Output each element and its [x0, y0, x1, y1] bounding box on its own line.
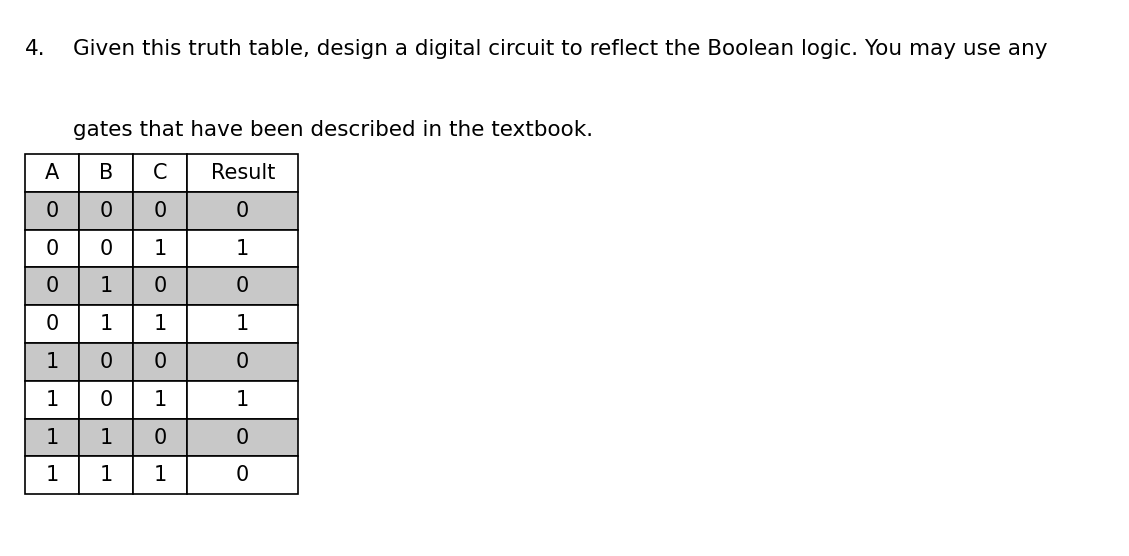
Bar: [25, 381, 79, 419]
Bar: [187, 230, 298, 267]
Bar: [79, 267, 133, 305]
Text: 1: 1: [45, 428, 59, 448]
Bar: [79, 154, 133, 192]
Bar: [133, 192, 187, 230]
Text: 0: 0: [236, 465, 250, 485]
Text: 1: 1: [45, 465, 59, 485]
Bar: [79, 192, 133, 230]
Bar: [133, 419, 187, 456]
Bar: [25, 343, 79, 381]
Bar: [133, 154, 187, 192]
Text: 1: 1: [154, 314, 167, 334]
Text: 1: 1: [45, 390, 59, 410]
Bar: [133, 267, 187, 305]
Bar: [79, 343, 133, 381]
Bar: [79, 305, 133, 343]
Bar: [79, 419, 133, 456]
Bar: [187, 419, 298, 456]
Text: 0: 0: [154, 201, 167, 221]
Text: 0: 0: [99, 239, 113, 259]
Text: 0: 0: [99, 352, 113, 372]
Bar: [25, 192, 79, 230]
Text: Result: Result: [210, 163, 275, 183]
Text: 1: 1: [236, 314, 250, 334]
Text: B: B: [99, 163, 113, 183]
Bar: [187, 154, 298, 192]
Text: 1: 1: [99, 428, 113, 448]
Text: Given this truth table, design a digital circuit to reflect the Boolean logic. Y: Given this truth table, design a digital…: [73, 39, 1048, 59]
Text: gates that have been described in the textbook.: gates that have been described in the te…: [73, 120, 594, 140]
Bar: [133, 230, 187, 267]
Text: 1: 1: [154, 239, 167, 259]
Text: 1: 1: [236, 239, 250, 259]
Bar: [133, 305, 187, 343]
Bar: [25, 267, 79, 305]
Text: 0: 0: [154, 428, 167, 448]
Text: A: A: [45, 163, 59, 183]
Bar: [133, 456, 187, 494]
Text: 1: 1: [99, 276, 113, 296]
Text: 1: 1: [154, 390, 167, 410]
Bar: [25, 154, 79, 192]
Bar: [79, 381, 133, 419]
Text: 4.: 4.: [25, 39, 45, 59]
Bar: [25, 419, 79, 456]
Bar: [79, 456, 133, 494]
Text: C: C: [154, 163, 167, 183]
Bar: [187, 456, 298, 494]
Text: 1: 1: [99, 314, 113, 334]
Text: 0: 0: [154, 276, 167, 296]
Bar: [133, 343, 187, 381]
Text: 0: 0: [45, 314, 59, 334]
Bar: [187, 267, 298, 305]
Bar: [25, 305, 79, 343]
Bar: [187, 343, 298, 381]
Text: 0: 0: [236, 276, 250, 296]
Bar: [133, 381, 187, 419]
Text: 0: 0: [99, 390, 113, 410]
Text: 0: 0: [99, 201, 113, 221]
Text: 0: 0: [45, 276, 59, 296]
Text: 1: 1: [154, 465, 167, 485]
Text: 0: 0: [45, 239, 59, 259]
Bar: [25, 456, 79, 494]
Bar: [187, 305, 298, 343]
Text: 1: 1: [236, 390, 250, 410]
Bar: [25, 230, 79, 267]
Text: 0: 0: [45, 201, 59, 221]
Bar: [187, 192, 298, 230]
Text: 0: 0: [236, 201, 250, 221]
Text: 1: 1: [99, 465, 113, 485]
Text: 1: 1: [45, 352, 59, 372]
Bar: [79, 230, 133, 267]
Bar: [187, 381, 298, 419]
Text: 0: 0: [236, 428, 250, 448]
Text: 0: 0: [236, 352, 250, 372]
Text: 0: 0: [154, 352, 167, 372]
